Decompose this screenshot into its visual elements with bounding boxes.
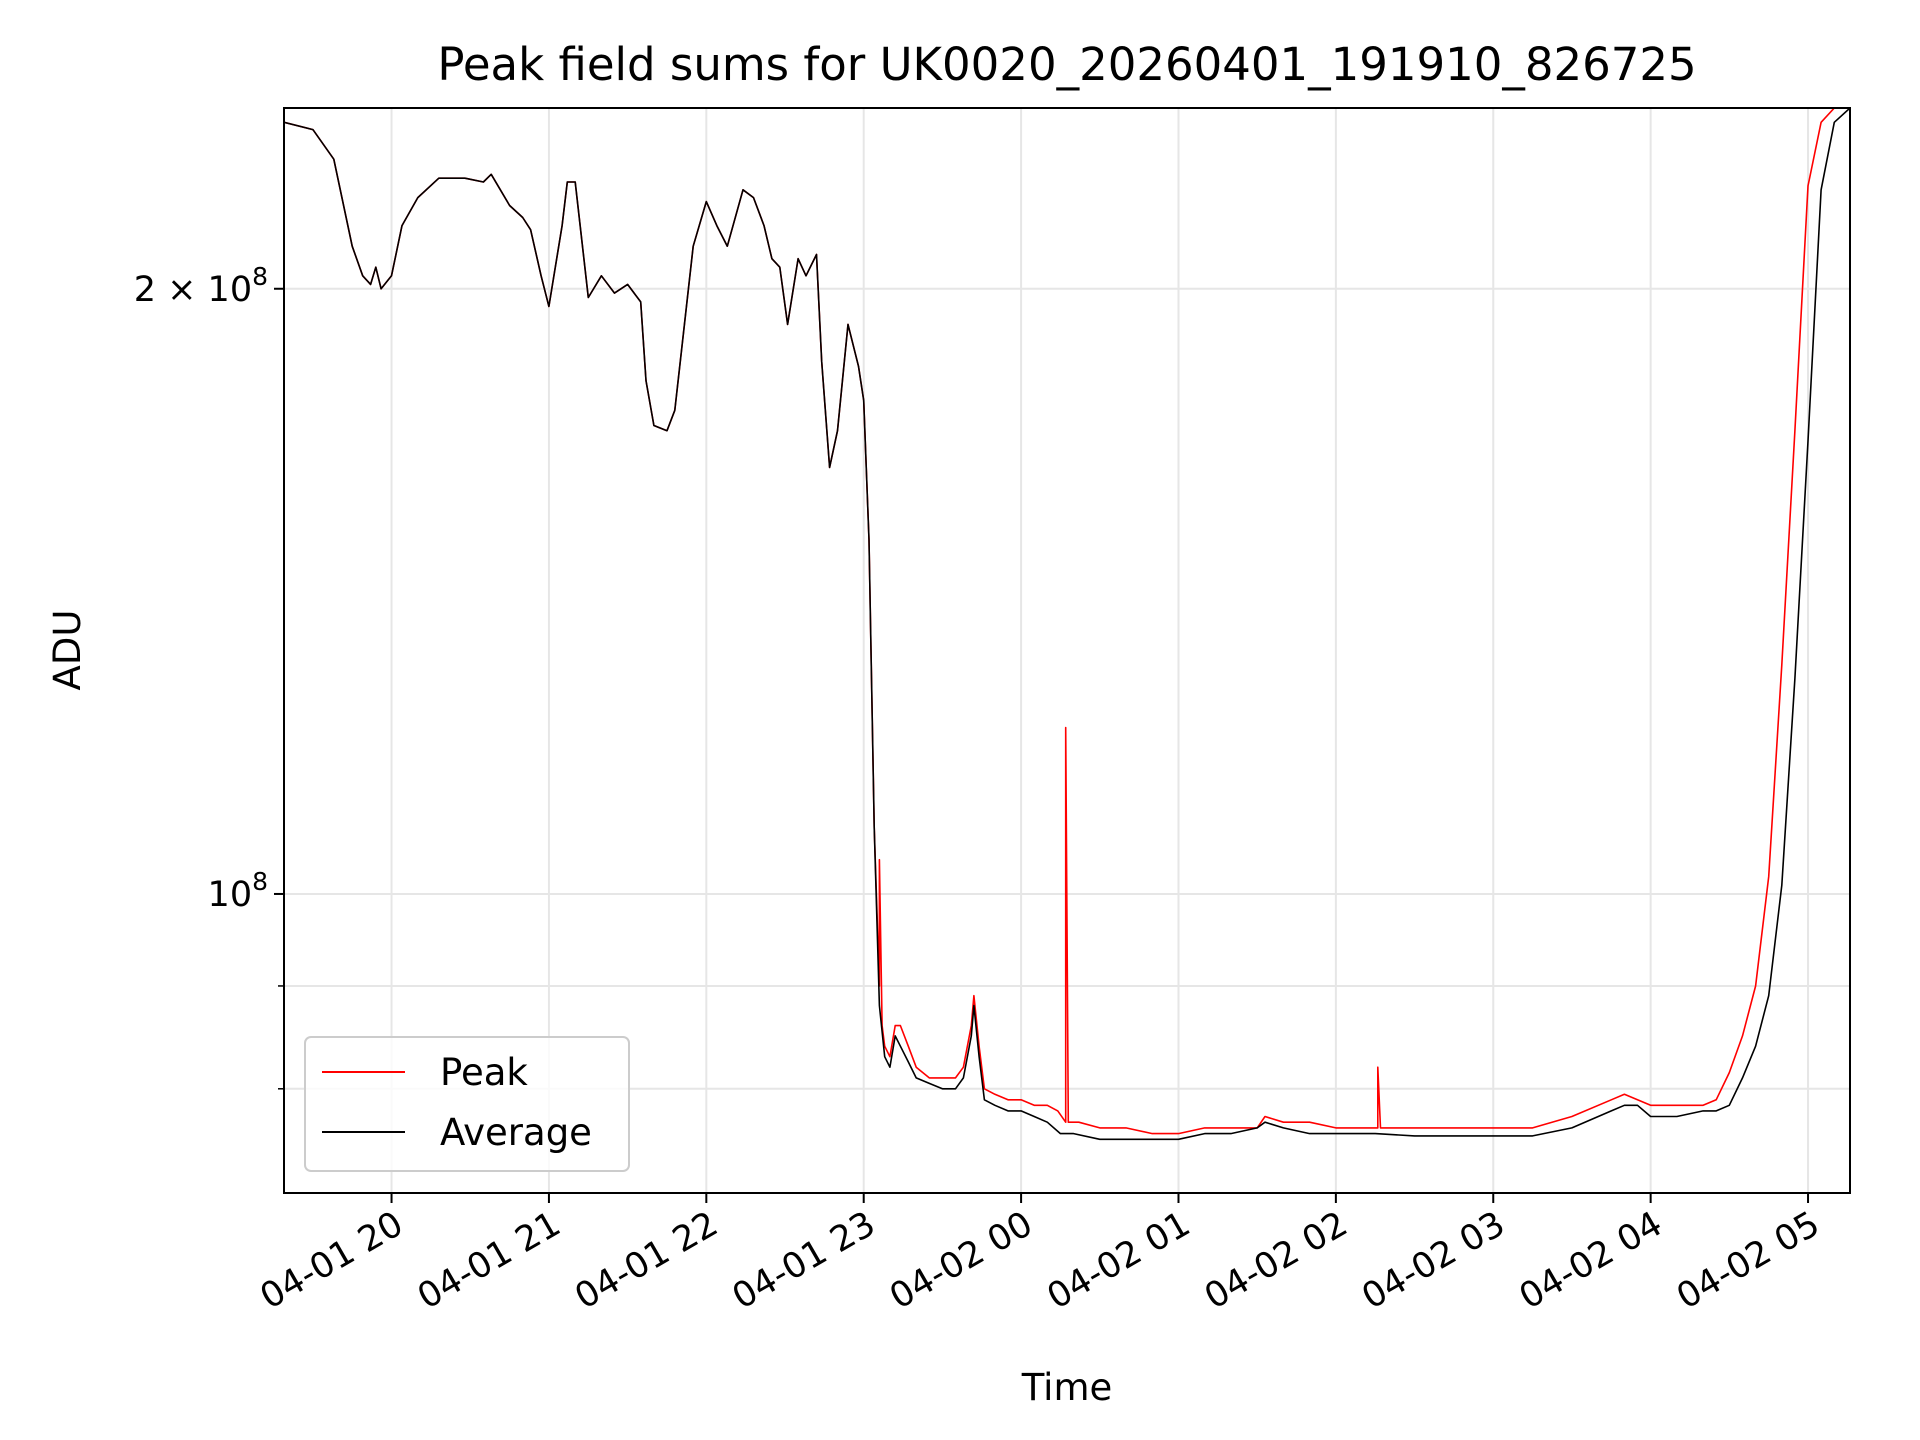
legend-box [304,1036,630,1172]
chart-title: Peak field sums for UK0020_20260401_1919… [437,38,1696,91]
x-axis-label: Time [1021,1366,1113,1409]
y-tick-label: 108 [208,867,268,915]
legend-label-average: Average [440,1111,592,1154]
legend-label-peak: Peak [440,1051,528,1094]
series-line-average [284,108,1850,1141]
series-lines [284,108,1850,1141]
plot-frame [283,107,1851,1194]
legend: Peak Average [304,1036,630,1172]
y-tick-label: 2 × 108 [134,262,268,310]
y-axis-label: ADU [46,610,89,691]
